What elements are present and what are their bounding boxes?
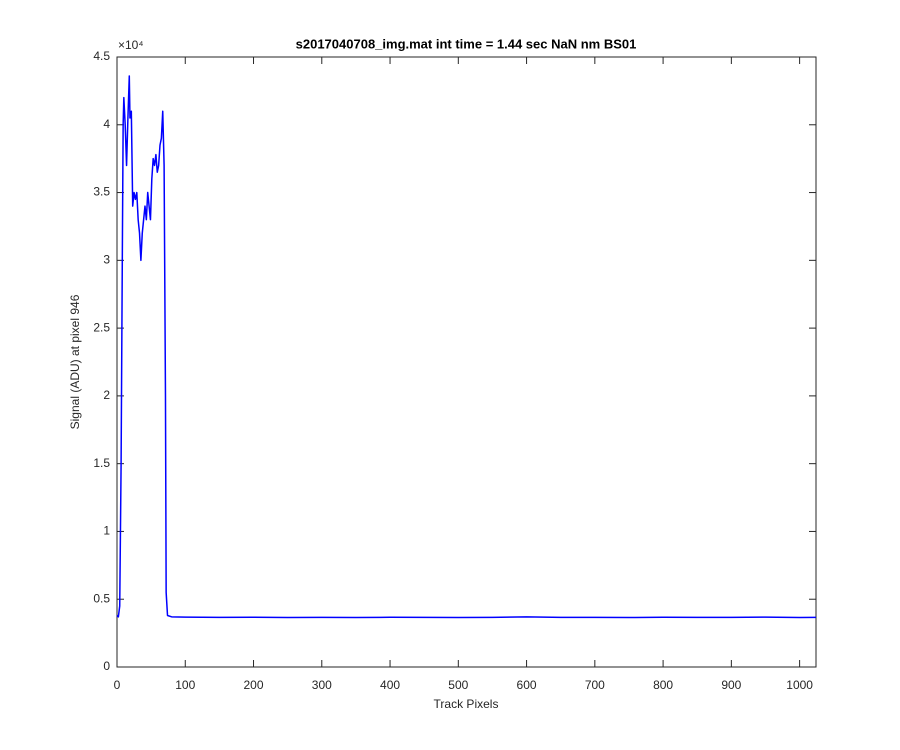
- y-tick-label: 1.5: [93, 456, 110, 470]
- y-multiplier: ×10⁴: [118, 38, 144, 52]
- x-tick-label: 0: [114, 678, 121, 692]
- x-tick-label: 800: [653, 678, 673, 692]
- x-tick-label: 1000: [786, 678, 813, 692]
- y-tick-label: 0: [103, 659, 110, 673]
- y-tick-label: 4: [103, 117, 110, 131]
- axes-box: [116, 56, 817, 668]
- x-tick-label: 600: [517, 678, 537, 692]
- chart-title: s2017040708_img.mat int time = 1.44 sec …: [296, 36, 637, 51]
- y-tick-label: 2.5: [93, 320, 110, 334]
- x-tick-label: 200: [244, 678, 264, 692]
- x-tick-label: 300: [312, 678, 332, 692]
- y-tick-label: 0.5: [93, 591, 110, 605]
- y-tick-label: 3: [103, 253, 110, 267]
- x-axis-label: Track Pixels: [434, 697, 499, 711]
- y-tick-label: 4.5: [93, 49, 110, 63]
- y-tick-label: 3.5: [93, 185, 110, 199]
- y-axis-label: Signal (ADU) at pixel 946: [68, 294, 82, 429]
- x-tick-label: 500: [448, 678, 468, 692]
- y-tick-label: 2: [103, 388, 110, 402]
- x-tick-label: 100: [175, 678, 195, 692]
- x-tick-label: 700: [585, 678, 605, 692]
- data-line: [116, 75, 817, 619]
- x-tick-label: 400: [380, 678, 400, 692]
- x-tick-label: 900: [721, 678, 741, 692]
- y-tick-label: 1: [103, 524, 110, 538]
